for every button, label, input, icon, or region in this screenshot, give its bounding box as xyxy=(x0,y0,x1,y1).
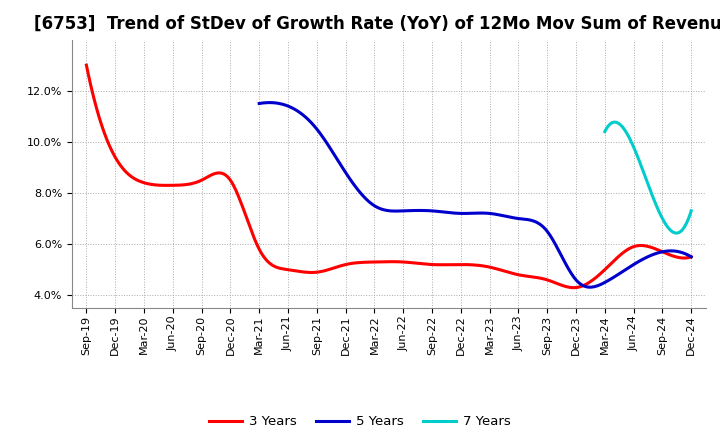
3 Years xyxy=(570,285,578,290)
3 Years xyxy=(84,72,93,77)
7 Years xyxy=(600,129,609,134)
Line: 5 Years: 5 Years xyxy=(259,103,691,287)
5 Years xyxy=(622,267,631,272)
5 Years xyxy=(586,285,595,290)
Line: 3 Years: 3 Years xyxy=(86,65,691,288)
7 Years xyxy=(680,225,688,231)
5 Years xyxy=(687,254,696,260)
3 Years xyxy=(452,262,461,267)
5 Years xyxy=(256,101,265,106)
3 Years xyxy=(632,243,641,249)
3 Years xyxy=(594,273,603,279)
3 Years xyxy=(442,262,451,268)
5 Years xyxy=(513,216,522,221)
7 Years xyxy=(652,203,661,209)
5 Years xyxy=(649,252,658,257)
7 Years xyxy=(687,208,696,213)
7 Years xyxy=(600,128,609,134)
Title: [6753]  Trend of StDev of Growth Rate (YoY) of 12Mo Mov Sum of Revenues: [6753] Trend of StDev of Growth Rate (Yo… xyxy=(35,15,720,33)
Line: 7 Years: 7 Years xyxy=(605,122,691,233)
7 Years xyxy=(611,120,619,125)
5 Years xyxy=(521,216,529,222)
5 Years xyxy=(265,100,274,105)
7 Years xyxy=(652,203,660,208)
5 Years xyxy=(255,101,264,106)
5 Years xyxy=(512,216,521,221)
7 Years xyxy=(672,231,681,236)
7 Years xyxy=(674,230,683,235)
3 Years xyxy=(82,62,91,68)
7 Years xyxy=(654,207,662,212)
3 Years xyxy=(687,254,696,260)
Legend: 3 Years, 5 Years, 7 Years: 3 Years, 5 Years, 7 Years xyxy=(204,410,516,433)
3 Years xyxy=(440,262,449,268)
